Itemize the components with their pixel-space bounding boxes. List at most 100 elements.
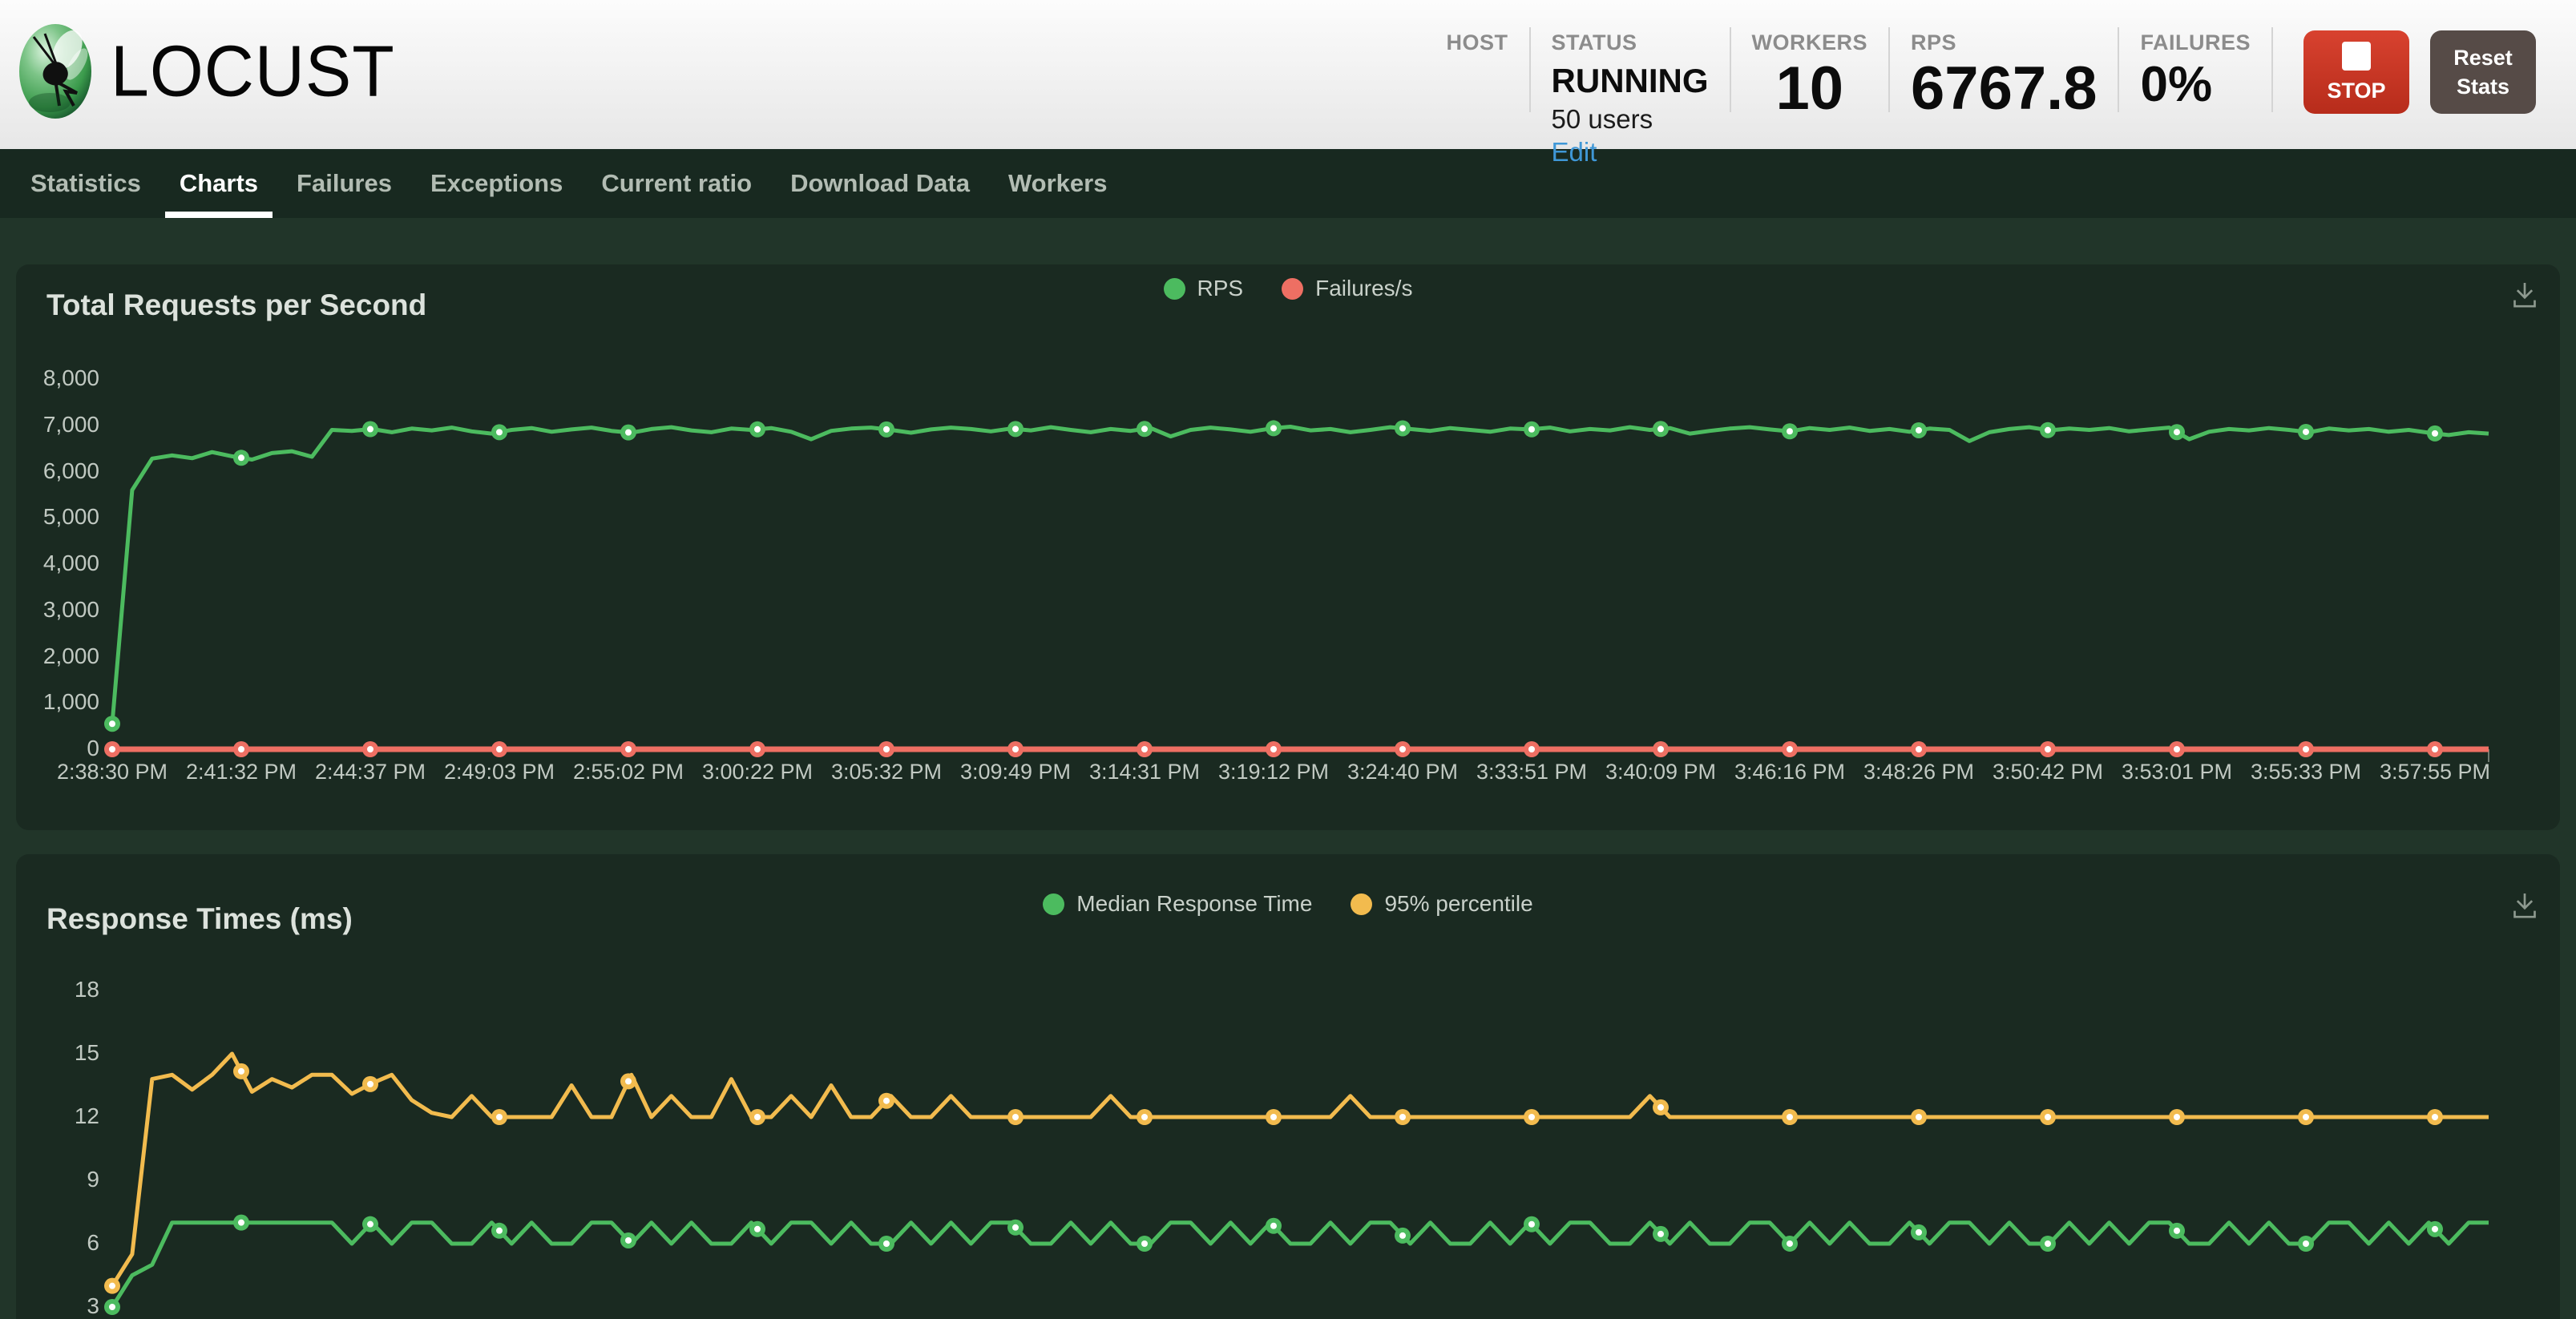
data-point-marker-core [625, 1078, 632, 1084]
host-label: HOST [1447, 30, 1508, 55]
data-point-marker-core [2432, 1114, 2438, 1120]
data-point-marker-core [883, 746, 890, 752]
data-point-marker-core [2303, 1114, 2309, 1120]
y-axis-label: 9 [16, 1167, 99, 1192]
rps-chart-plot: 8,0007,0006,0005,0004,0003,0002,0001,000… [16, 264, 2560, 830]
data-point-marker-core [1399, 1114, 1406, 1120]
edit-users-link[interactable]: Edit [1552, 137, 1597, 167]
chart-canvas [16, 264, 2560, 830]
workers-label: WORKERS [1752, 30, 1868, 55]
data-point-marker-core [1657, 1104, 1664, 1111]
download-chart-icon[interactable] [2509, 279, 2541, 311]
data-point-marker-core [1657, 746, 1664, 752]
stat-workers: WORKERS 10 [1731, 27, 1891, 112]
x-axis-label: 3:55:33 PM [2251, 760, 2361, 785]
data-point-marker-core [1787, 1240, 1793, 1247]
stop-button-label: STOP [2327, 79, 2385, 103]
data-point-marker-core [1141, 1240, 1148, 1247]
legend-item-median-response-time[interactable]: Median Response Time [1043, 891, 1312, 917]
tab-workers[interactable]: Workers [994, 149, 1122, 218]
data-point-marker-core [1528, 426, 1535, 433]
x-axis-label: 2:41:32 PM [186, 760, 297, 785]
x-axis-label: 2:49:03 PM [444, 760, 555, 785]
stop-icon [2342, 42, 2371, 71]
data-point-marker-core [1012, 1224, 1019, 1231]
data-point-marker-core [367, 746, 373, 752]
reset-stats-button[interactable]: Reset Stats [2430, 30, 2536, 114]
data-point-marker-core [1787, 1114, 1793, 1120]
tab-statistics[interactable]: Statistics [16, 149, 155, 218]
x-axis-label: 3:05:32 PM [831, 760, 942, 785]
data-point-marker-core [883, 1098, 890, 1104]
95-percentile-line [112, 1054, 2489, 1286]
data-point-marker-core [1141, 746, 1148, 752]
legend-dot-icon [1282, 278, 1303, 300]
data-point-marker-core [1916, 1229, 1922, 1236]
data-point-marker-core [1012, 746, 1019, 752]
data-point-marker-core [238, 746, 244, 752]
y-axis-label: 7,000 [16, 412, 99, 438]
y-axis-label: 5,000 [16, 504, 99, 530]
tab-download-data[interactable]: Download Data [776, 149, 984, 218]
x-axis-label: 3:53:01 PM [2122, 760, 2232, 785]
data-point-marker-core [109, 746, 115, 752]
data-point-marker-core [754, 426, 761, 433]
data-point-marker-core [1399, 746, 1406, 752]
data-point-marker-core [1270, 425, 1277, 431]
data-point-marker-core [367, 1081, 373, 1087]
legend-item-failures-s[interactable]: Failures/s [1282, 276, 1412, 301]
stat-failures: FAILURES 0% [2119, 27, 2273, 112]
response-times-chart-legend: Median Response Time 95% percentile [16, 891, 2560, 917]
status-label: STATUS [1552, 30, 1637, 55]
legend-item-rps[interactable]: RPS [1164, 276, 1244, 301]
tab-charts[interactable]: Charts [165, 149, 273, 218]
stop-button[interactable]: STOP [2303, 30, 2409, 114]
header-buttons: STOP Reset Stats [2303, 27, 2536, 114]
data-point-marker-core [1916, 427, 1922, 434]
logo-text: LOCUST [111, 35, 395, 107]
data-point-marker-core [1657, 426, 1664, 432]
tab-current-ratio[interactable]: Current ratio [587, 149, 766, 218]
data-point-marker-core [2045, 1114, 2051, 1120]
stat-status: STATUS RUNNING 50 users Edit [1531, 27, 1731, 112]
download-chart-icon[interactable] [2509, 889, 2541, 922]
data-point-marker-core [367, 1221, 373, 1228]
data-point-marker-core [1270, 1114, 1277, 1120]
data-point-marker-core [1141, 426, 1148, 432]
data-point-marker-core [367, 426, 373, 433]
median-response-time-line [112, 1223, 2489, 1307]
data-point-marker-core [883, 426, 890, 433]
status-value: RUNNING [1552, 62, 1709, 100]
data-point-marker-core [2432, 746, 2438, 752]
rps-label: RPS [1911, 30, 1956, 55]
data-point-marker-core [1528, 746, 1535, 752]
data-point-marker-core [625, 746, 632, 752]
x-axis-label: 3:14:31 PM [1089, 760, 1200, 785]
stat-rps: RPS 6767.8 [1890, 27, 2119, 112]
x-axis-label: 3:57:55 PM [2380, 760, 2490, 785]
data-point-marker-core [1787, 746, 1793, 752]
x-axis-label: 3:48:26 PM [1863, 760, 1974, 785]
tab-failures[interactable]: Failures [282, 149, 406, 218]
status-user-count: 50 users [1552, 104, 1653, 135]
charts-page: 8,0007,0006,0005,0004,0003,0002,0001,000… [0, 218, 2576, 1319]
legend-label: RPS [1197, 276, 1244, 301]
data-point-marker-core [625, 430, 632, 436]
data-point-marker-core [2045, 746, 2051, 752]
legend-item-95-percentile[interactable]: 95% percentile [1351, 891, 1532, 917]
header-stats: HOST STATUS RUNNING 50 users Edit WORKER… [1426, 0, 2536, 114]
data-point-marker-core [2432, 1226, 2438, 1232]
tab-exceptions[interactable]: Exceptions [416, 149, 577, 218]
data-point-marker-core [1528, 1221, 1535, 1228]
data-point-marker-core [496, 1114, 503, 1120]
x-axis-label: 2:55:02 PM [573, 760, 684, 785]
data-point-marker-core [1657, 1231, 1664, 1237]
data-point-marker-core [2174, 429, 2180, 435]
rps-chart-panel: 8,0007,0006,0005,0004,0003,0002,0001,000… [16, 264, 2560, 830]
data-point-marker-core [1012, 426, 1019, 432]
main-nav: Statistics Charts Failures Exceptions Cu… [0, 149, 2576, 218]
data-point-marker-core [2174, 1114, 2180, 1120]
data-point-marker-core [496, 429, 503, 435]
y-axis-label: 12 [16, 1103, 99, 1129]
x-axis-label: 3:33:51 PM [1476, 760, 1587, 785]
